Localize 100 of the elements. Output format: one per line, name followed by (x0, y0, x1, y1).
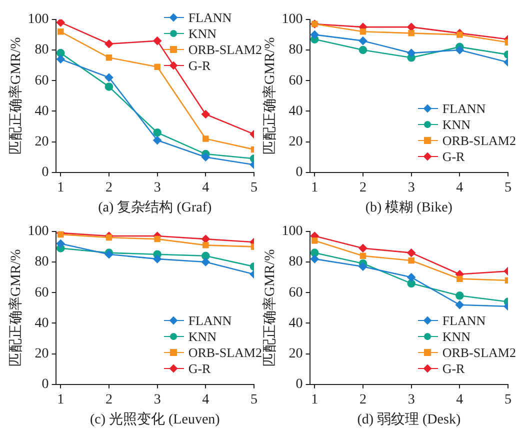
point (104, 82, 114, 91)
x-tick-label: 3 (408, 180, 415, 196)
point (154, 64, 160, 70)
point (456, 46, 464, 54)
y-tick-label: 40 (34, 316, 49, 331)
point (153, 136, 162, 144)
y-tick-label: 80 (34, 42, 49, 58)
y-axis-title: 匹配正确率GMR/% (8, 36, 24, 155)
legend-label: FLANN (188, 10, 232, 25)
y-tick-label: 60 (288, 285, 303, 300)
point (456, 292, 464, 300)
y-tick-label: 60 (34, 73, 49, 88)
point (456, 276, 463, 282)
y-tick-label: 100 (282, 224, 303, 240)
x-tick-label: 2 (105, 180, 112, 196)
x-tick-label: 5 (250, 392, 258, 408)
y-tick-label: 0 (42, 165, 49, 180)
point (106, 234, 112, 241)
x-tick-label: 1 (311, 392, 318, 408)
point (310, 254, 319, 264)
x-axis-title: (a) 复杂结构 (Graf) (98, 199, 212, 216)
point (456, 300, 464, 309)
legend-label: FLANN (188, 313, 232, 328)
x-tick-label: 2 (359, 180, 366, 196)
point (56, 48, 65, 58)
x-tick-label: 5 (250, 180, 258, 196)
x-axis-title: (d) 弱纹理 (Desk) (357, 411, 461, 428)
y-axis-title: 匹配正确率GMR/% (262, 36, 278, 155)
point (310, 248, 319, 257)
y-tick-label: 80 (288, 42, 303, 58)
point (202, 258, 210, 266)
y-tick-label: 40 (34, 104, 49, 119)
point (360, 252, 366, 260)
y-tick-label: 100 (282, 12, 303, 28)
point (202, 252, 210, 260)
legend-label: KNN (188, 26, 216, 41)
point (360, 28, 366, 35)
point (202, 242, 209, 248)
legend-label: ORB-SLAM2 (442, 133, 516, 148)
point (407, 279, 416, 288)
legend-label: G-R (188, 361, 211, 376)
y-tick-label: 20 (34, 134, 49, 150)
legend-label: KNN (188, 329, 216, 344)
y-tick-label: 80 (288, 254, 303, 270)
point (358, 262, 368, 271)
point (358, 244, 368, 252)
legend-label: G-R (188, 58, 211, 73)
point (153, 128, 162, 137)
point (407, 273, 416, 282)
x-tick-label: 4 (202, 392, 210, 408)
point (106, 54, 112, 61)
legend-label: ORB-SLAM2 (442, 345, 516, 360)
point (408, 257, 414, 264)
point (202, 110, 210, 118)
x-tick-label: 4 (202, 180, 210, 196)
x-tick-label: 3 (154, 180, 161, 196)
point (456, 32, 463, 38)
legend-label: FLANN (442, 101, 486, 116)
y-tick-label: 0 (296, 165, 303, 180)
y-tick-label: 100 (28, 224, 49, 240)
point (56, 19, 65, 27)
y-tick-label: 60 (34, 285, 49, 300)
y-tick-label: 0 (296, 377, 303, 392)
point (358, 46, 368, 54)
point (104, 40, 114, 48)
y-tick-label: 100 (28, 12, 49, 28)
legend-label: ORB-SLAM2 (188, 345, 262, 360)
x-tick-label: 4 (456, 180, 464, 196)
legend-label: G-R (442, 361, 465, 376)
point (408, 30, 414, 36)
y-tick-label: 40 (288, 104, 303, 119)
y-tick-label: 40 (288, 316, 303, 331)
y-tick-label: 80 (34, 254, 49, 270)
y-tick-label: 20 (34, 346, 49, 362)
point (407, 248, 416, 257)
legend-label: FLANN (442, 313, 486, 328)
y-tick-label: 20 (288, 134, 303, 150)
point (310, 30, 319, 39)
point (202, 136, 209, 142)
x-tick-label: 1 (311, 180, 318, 196)
x-tick-label: 5 (504, 180, 512, 196)
x-tick-label: 2 (105, 392, 112, 408)
point (407, 48, 416, 58)
x-tick-label: 4 (456, 392, 464, 408)
x-tick-label: 3 (408, 392, 415, 408)
legend-label: KNN (442, 329, 470, 344)
legend-label: G-R (442, 149, 465, 164)
x-tick-label: 2 (359, 392, 366, 408)
point (56, 55, 65, 64)
x-tick-label: 5 (504, 392, 512, 408)
y-tick-label: 60 (288, 73, 303, 88)
x-tick-label: 1 (57, 180, 64, 196)
y-tick-label: 20 (288, 346, 303, 362)
y-axis-title: 匹配正确率GMR/% (262, 248, 278, 367)
y-tick-label: 0 (42, 377, 49, 392)
point (56, 239, 65, 248)
point (358, 36, 368, 45)
point (312, 237, 318, 244)
legend-label: KNN (442, 117, 470, 132)
y-axis-title: 匹配正确率GMR/% (8, 248, 24, 367)
